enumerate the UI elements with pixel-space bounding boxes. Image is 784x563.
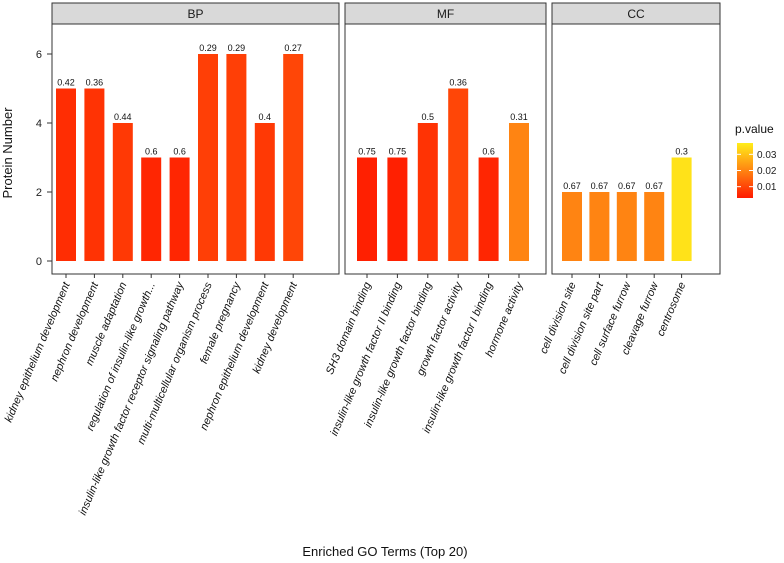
data-label: 0.42	[57, 78, 75, 88]
bar	[448, 88, 469, 261]
legend-tick-label: 0.01	[757, 182, 777, 193]
bar	[644, 192, 665, 261]
legend: p.value 0.01 0.02 0.03	[735, 122, 777, 198]
bar	[589, 192, 610, 261]
y-tick-label: 2	[36, 187, 42, 199]
bar	[478, 157, 499, 261]
facet-title: MF	[437, 7, 454, 21]
bar	[616, 192, 637, 261]
data-label: 0.29	[199, 43, 217, 53]
bar	[417, 123, 438, 261]
data-label: 0.67	[618, 181, 636, 191]
data-label: 0.75	[358, 147, 376, 157]
bar	[56, 88, 76, 261]
facet-title: BP	[187, 7, 203, 21]
bar	[169, 157, 190, 261]
bar	[84, 88, 105, 261]
data-label: 0.6	[482, 147, 495, 157]
y-tick-label: 0	[36, 256, 42, 268]
data-label: 0.67	[563, 181, 581, 191]
data-label: 0.6	[145, 147, 158, 157]
y-axis-title: Protein Number	[0, 107, 15, 199]
data-label: 0.5	[422, 112, 435, 122]
bar	[198, 54, 218, 261]
bar	[112, 123, 133, 261]
data-label: 0.44	[114, 112, 132, 122]
data-label: 0.31	[510, 112, 528, 122]
data-label: 0.29	[228, 43, 246, 53]
data-label: 0.36	[86, 78, 104, 88]
x-tick-label: centrosome	[655, 280, 689, 338]
legend-tick-label: 0.03	[757, 150, 777, 161]
bar	[509, 123, 529, 261]
data-label: 0.67	[645, 181, 663, 191]
legend-ticks: 0.01 0.02 0.03	[737, 150, 777, 193]
bar	[283, 54, 304, 261]
x-axis-title: Enriched GO Terms (Top 20)	[302, 544, 467, 559]
data-label: 0.6	[173, 147, 186, 157]
legend-title: p.value	[735, 122, 774, 136]
y-tick-label: 4	[36, 118, 42, 130]
facet-title: CC	[627, 7, 645, 21]
data-label: 0.75	[389, 147, 407, 157]
bar	[357, 157, 377, 261]
bar	[387, 157, 408, 261]
data-label: 0.4	[259, 112, 272, 122]
bar	[254, 123, 275, 261]
y-tick-label: 6	[36, 49, 42, 61]
bar	[226, 54, 247, 261]
legend-tick-label: 0.02	[757, 166, 777, 177]
bar	[141, 157, 162, 261]
y-axis: 0 2 4 6	[36, 49, 52, 268]
bar	[671, 157, 692, 261]
data-label: 0.36	[449, 78, 467, 88]
bar	[562, 192, 582, 261]
data-label: 0.27	[284, 43, 302, 53]
legend-colorbar	[737, 143, 753, 198]
data-label: 0.67	[591, 181, 609, 191]
data-label: 0.3	[675, 147, 688, 157]
